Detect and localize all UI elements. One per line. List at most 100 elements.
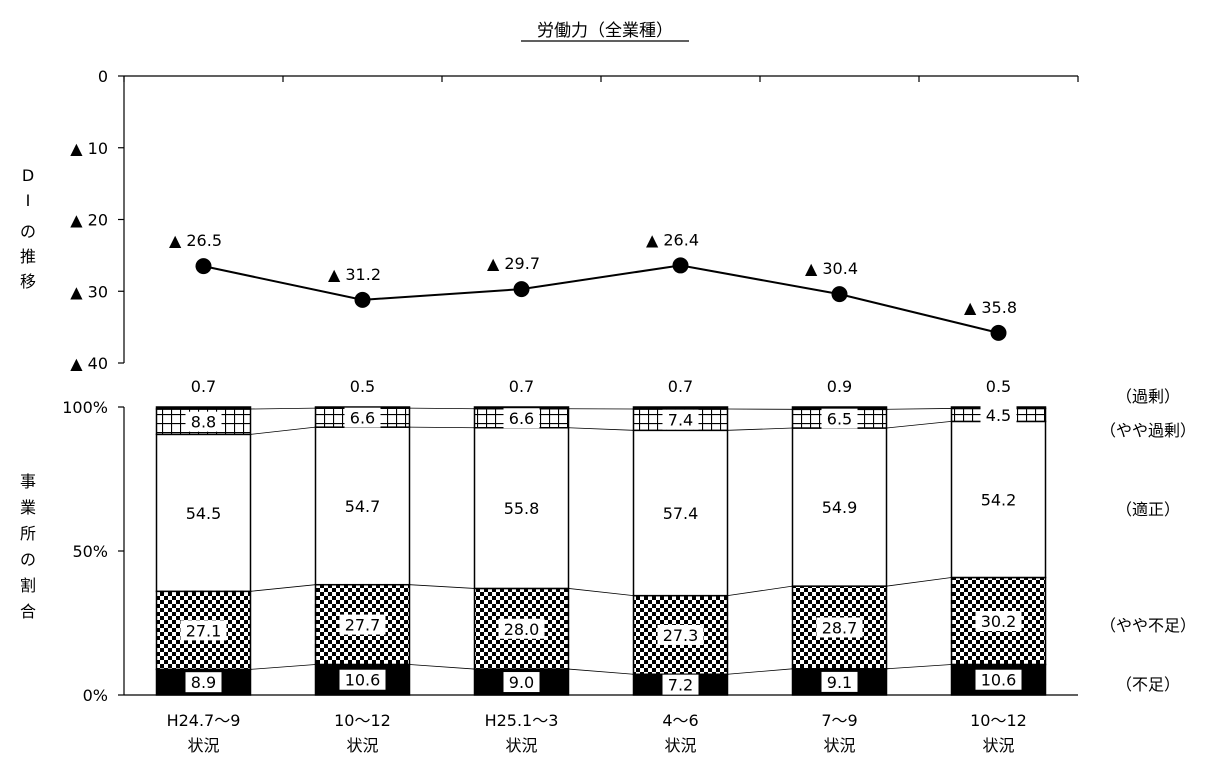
category-label: H24.7～9 [167, 711, 241, 730]
connector-line [727, 668, 793, 675]
over-label: 0.5 [350, 377, 375, 396]
segment-label: 57.4 [663, 504, 699, 523]
segment-label-bg [185, 672, 222, 693]
segment-label: 9.1 [827, 673, 852, 692]
share-axis-label-3: の [20, 550, 36, 569]
segment-label: 27.7 [345, 616, 381, 635]
segment-label: 10.6 [345, 671, 381, 690]
di-axis: 0 ▲ 10 ▲ 20 ▲ 30 ▲ 40 [70, 67, 1079, 373]
di-y-tick-label: ▲ 20 [70, 211, 108, 230]
connector-line [886, 408, 952, 410]
bar-segment [950, 420, 1047, 579]
connector-line [409, 407, 475, 410]
segment-label: 28.0 [504, 620, 540, 639]
connector-line [250, 664, 316, 670]
category-label: 10～12 [334, 711, 391, 730]
segment-label-bg [816, 617, 863, 638]
segment-label-bg [498, 618, 545, 639]
connector-line [250, 407, 316, 410]
segment-label: 55.8 [504, 499, 540, 518]
share-axis-label-4: 割 [20, 576, 36, 595]
di-value-label: ▲ 26.4 [646, 230, 699, 249]
segment-connector-lines [250, 407, 952, 675]
over-label: 0.7 [509, 377, 534, 396]
data-labels: 8.9 27.1 54.5 8.8 0.7 10.6 27.7 54.7 6.6 0.5 9.0 28… [180, 377, 1022, 695]
legend-item: （過剰） [1116, 387, 1180, 406]
segment-label-bg [662, 674, 699, 695]
di-point [831, 286, 848, 303]
legend-item: （やや不足） [1100, 616, 1196, 635]
segment-label-bg [339, 669, 386, 690]
category-label-sub: 状況 [187, 736, 219, 755]
series-legend: （不足） （やや不足） （適正） （やや過剰） （過剰） [1100, 387, 1196, 694]
segment-label: 8.9 [191, 673, 216, 692]
segment-label-bg [339, 614, 386, 635]
category-label-sub: 状況 [664, 736, 696, 755]
di-value-label: ▲ 26.5 [169, 231, 222, 250]
bar-segment [155, 433, 252, 593]
segment-label-bg [180, 620, 227, 641]
connector-line [409, 426, 475, 429]
segment-label: 8.8 [191, 413, 216, 432]
legend-item: （適正） [1116, 500, 1180, 519]
share-y-tick-label: 0% [83, 686, 108, 705]
share-axis-label-1: 業 [20, 498, 36, 517]
di-axis-label-3: 推 [20, 247, 36, 266]
connector-line [568, 588, 634, 597]
category-label-sub: 状況 [346, 736, 378, 755]
share-y-tick-label: 100% [62, 398, 108, 417]
segment-label-bg [344, 407, 381, 428]
di-axis-label-4: 移 [20, 272, 36, 291]
di-axis-label-2: の [20, 222, 36, 241]
di-line-series: ▲ 26.5 ▲ 31.2 ▲ 29.7 ▲ 26.4 ▲ 30.4 ▲ 35.8 [169, 230, 1017, 341]
di-point [195, 258, 212, 275]
segment-label: 10.6 [981, 671, 1017, 690]
di-value-label: ▲ 29.7 [487, 254, 540, 273]
segment-label-bg [657, 624, 704, 645]
segment-label-bg [503, 408, 540, 429]
bar-segment [632, 406, 729, 410]
category-label-sub: 状況 [823, 736, 855, 755]
bar-segment [632, 429, 729, 597]
over-label: 0.7 [191, 377, 216, 396]
stacked-bars [155, 406, 1047, 696]
di-point [354, 291, 371, 308]
segment-label: 4.5 [986, 406, 1011, 425]
category-axis-labels: H24.7～9 状況 10～12 状況 H25.1～3 状況 4～6 状況 7～9 状況 10～12… [167, 711, 1027, 755]
connector-line [727, 427, 793, 431]
bar-segment [155, 406, 252, 410]
category-label: 10～12 [970, 711, 1027, 730]
di-y-tick-label: 0 [98, 67, 108, 86]
share-y-tick-label: 50% [72, 542, 108, 561]
connector-line [250, 426, 316, 435]
connector-line [409, 664, 475, 670]
segment-label: 28.7 [822, 618, 858, 637]
di-y-tick-label: ▲ 10 [70, 139, 108, 158]
segment-label-bg [185, 411, 222, 432]
segment-label-bg [821, 408, 858, 429]
segment-label: 54.7 [345, 497, 381, 516]
di-axis-label-0: D [22, 166, 34, 185]
share-axis-label-2: 所 [20, 524, 36, 543]
segment-label-bg [980, 404, 1017, 425]
segment-label-bg [975, 669, 1022, 690]
di-series-line [203, 264, 999, 334]
category-label-sub: 状況 [982, 736, 1014, 755]
legend-item: （やや過剰） [1100, 421, 1196, 440]
di-value-label: ▲ 30.4 [805, 259, 858, 278]
connector-line [250, 584, 316, 592]
di-y-tick-label: ▲ 30 [70, 282, 108, 301]
segment-label-bg [503, 672, 540, 693]
segment-label: 7.2 [668, 676, 693, 695]
connector-line [409, 584, 475, 589]
segment-label: 6.5 [827, 410, 852, 429]
share-axis: 0% 50% 100% [62, 398, 1078, 705]
connector-line [568, 668, 634, 675]
category-label: 4～6 [662, 711, 698, 730]
segment-label: 6.6 [350, 409, 375, 428]
chart-title: 労働力（全業種） [537, 21, 673, 41]
connector-line [886, 664, 952, 670]
share-axis-label-5: 合 [20, 602, 36, 621]
legend-item: （不足） [1116, 675, 1180, 694]
di-value-label: ▲ 35.8 [964, 298, 1017, 317]
